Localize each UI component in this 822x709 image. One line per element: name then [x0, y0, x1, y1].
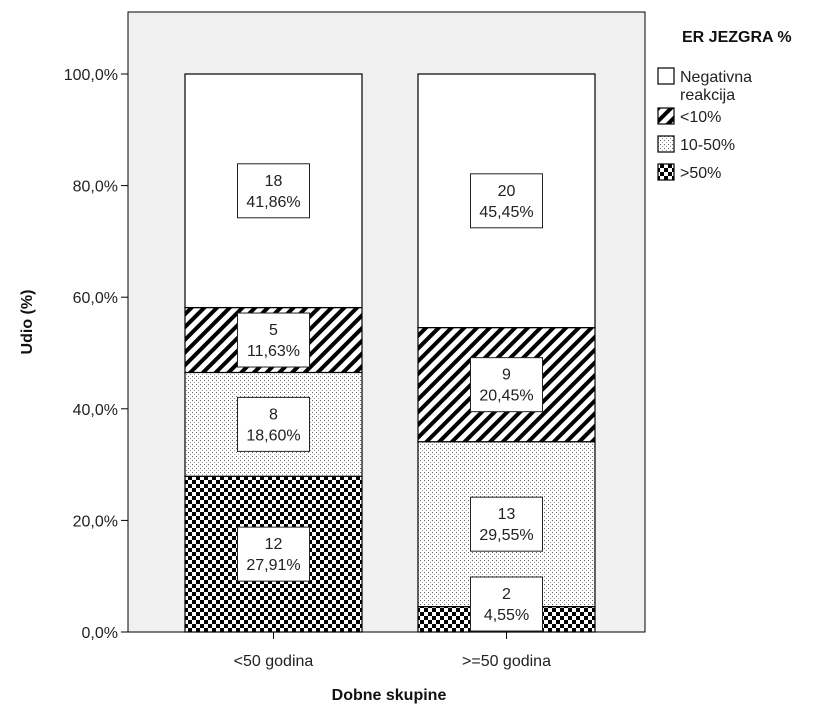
- segment-label: 18 41,86%: [237, 163, 310, 219]
- legend-swatch: [657, 163, 675, 181]
- legend-label: 10-50%: [680, 137, 735, 154]
- x-tick-label: >=50 godina: [462, 653, 551, 670]
- segment-percent-label: 41,86%: [246, 194, 300, 211]
- segment-percent-label: 45,45%: [479, 204, 533, 221]
- x-tick-label: <50 godina: [234, 653, 314, 670]
- y-axis: 0,0% 20,0% 40,0% 60,0% 80,0% 100,0%: [64, 12, 129, 642]
- legend-label: >50%: [680, 165, 721, 182]
- segment-label: 12 27,91%: [237, 526, 310, 582]
- legend-swatch: [657, 67, 675, 85]
- segment-label: 5 11,63%: [237, 312, 310, 368]
- segment-label-box: [237, 163, 310, 219]
- segment-label: 13 29,55%: [470, 496, 543, 552]
- segment-count-label: 8: [269, 406, 278, 423]
- segment-label-box: [470, 173, 543, 229]
- segment-labels: 12 27,91% 8 18,60% 5 11,63% 18 41,86% 2 4,55% 13 29…: [237, 163, 543, 632]
- legend-item: <10%: [657, 107, 721, 126]
- segment-percent-label: 20,45%: [479, 388, 533, 405]
- legend-title: ER JEZGRA %: [682, 29, 792, 46]
- segment-label: 2 4,55%: [470, 576, 543, 632]
- segment-percent-label: 11,63%: [247, 343, 300, 360]
- y-tick-label: 20,0%: [73, 513, 118, 530]
- segment-label: 9 20,45%: [470, 357, 543, 413]
- segment-count-label: 18: [265, 173, 283, 190]
- segment-label: 8 18,60%: [237, 396, 310, 452]
- legend-item: 10-50%: [657, 135, 735, 154]
- segment-count-label: 5: [269, 322, 278, 339]
- segment-count-label: 2: [502, 586, 511, 603]
- segment-label: 20 45,45%: [470, 173, 543, 229]
- segment-count-label: 20: [498, 183, 516, 200]
- legend-label: <10%: [680, 109, 721, 126]
- y-tick-label: 100,0%: [64, 67, 118, 84]
- y-tick-label: 60,0%: [73, 290, 118, 307]
- segment-percent-label: 18,60%: [246, 427, 300, 444]
- y-tick-label: 0,0%: [82, 625, 118, 642]
- legend-swatch: [657, 107, 675, 125]
- segment-label-box: [470, 496, 543, 552]
- segment-label-box: [237, 396, 310, 452]
- y-tick-label: 80,0%: [73, 179, 118, 196]
- segment-percent-label: 29,55%: [479, 527, 533, 544]
- legend-swatch: [657, 135, 675, 153]
- segment-label-box: [470, 576, 543, 632]
- legend-label: Negativna reakcija: [680, 69, 752, 104]
- segment-count-label: 9: [502, 367, 511, 384]
- legend: Negativna reakcija <10% 10-50% >50%: [657, 67, 752, 182]
- y-tick-label: 40,0%: [73, 402, 118, 419]
- segment-label-box: [237, 526, 310, 582]
- segment-count-label: 13: [498, 506, 516, 523]
- x-axis: <50 godina >=50 godina: [128, 631, 645, 670]
- segment-percent-label: 4,55%: [484, 607, 529, 624]
- y-axis-title: Udio (%): [19, 290, 36, 355]
- x-axis-title: Dobne skupine: [332, 687, 447, 704]
- segment-percent-label: 27,91%: [246, 557, 300, 574]
- legend-item: Negativna reakcija: [657, 67, 752, 104]
- segment-label-box: [237, 312, 310, 368]
- segment-label-box: [470, 357, 543, 413]
- legend-item: >50%: [657, 163, 721, 182]
- segment-count-label: 12: [265, 536, 283, 553]
